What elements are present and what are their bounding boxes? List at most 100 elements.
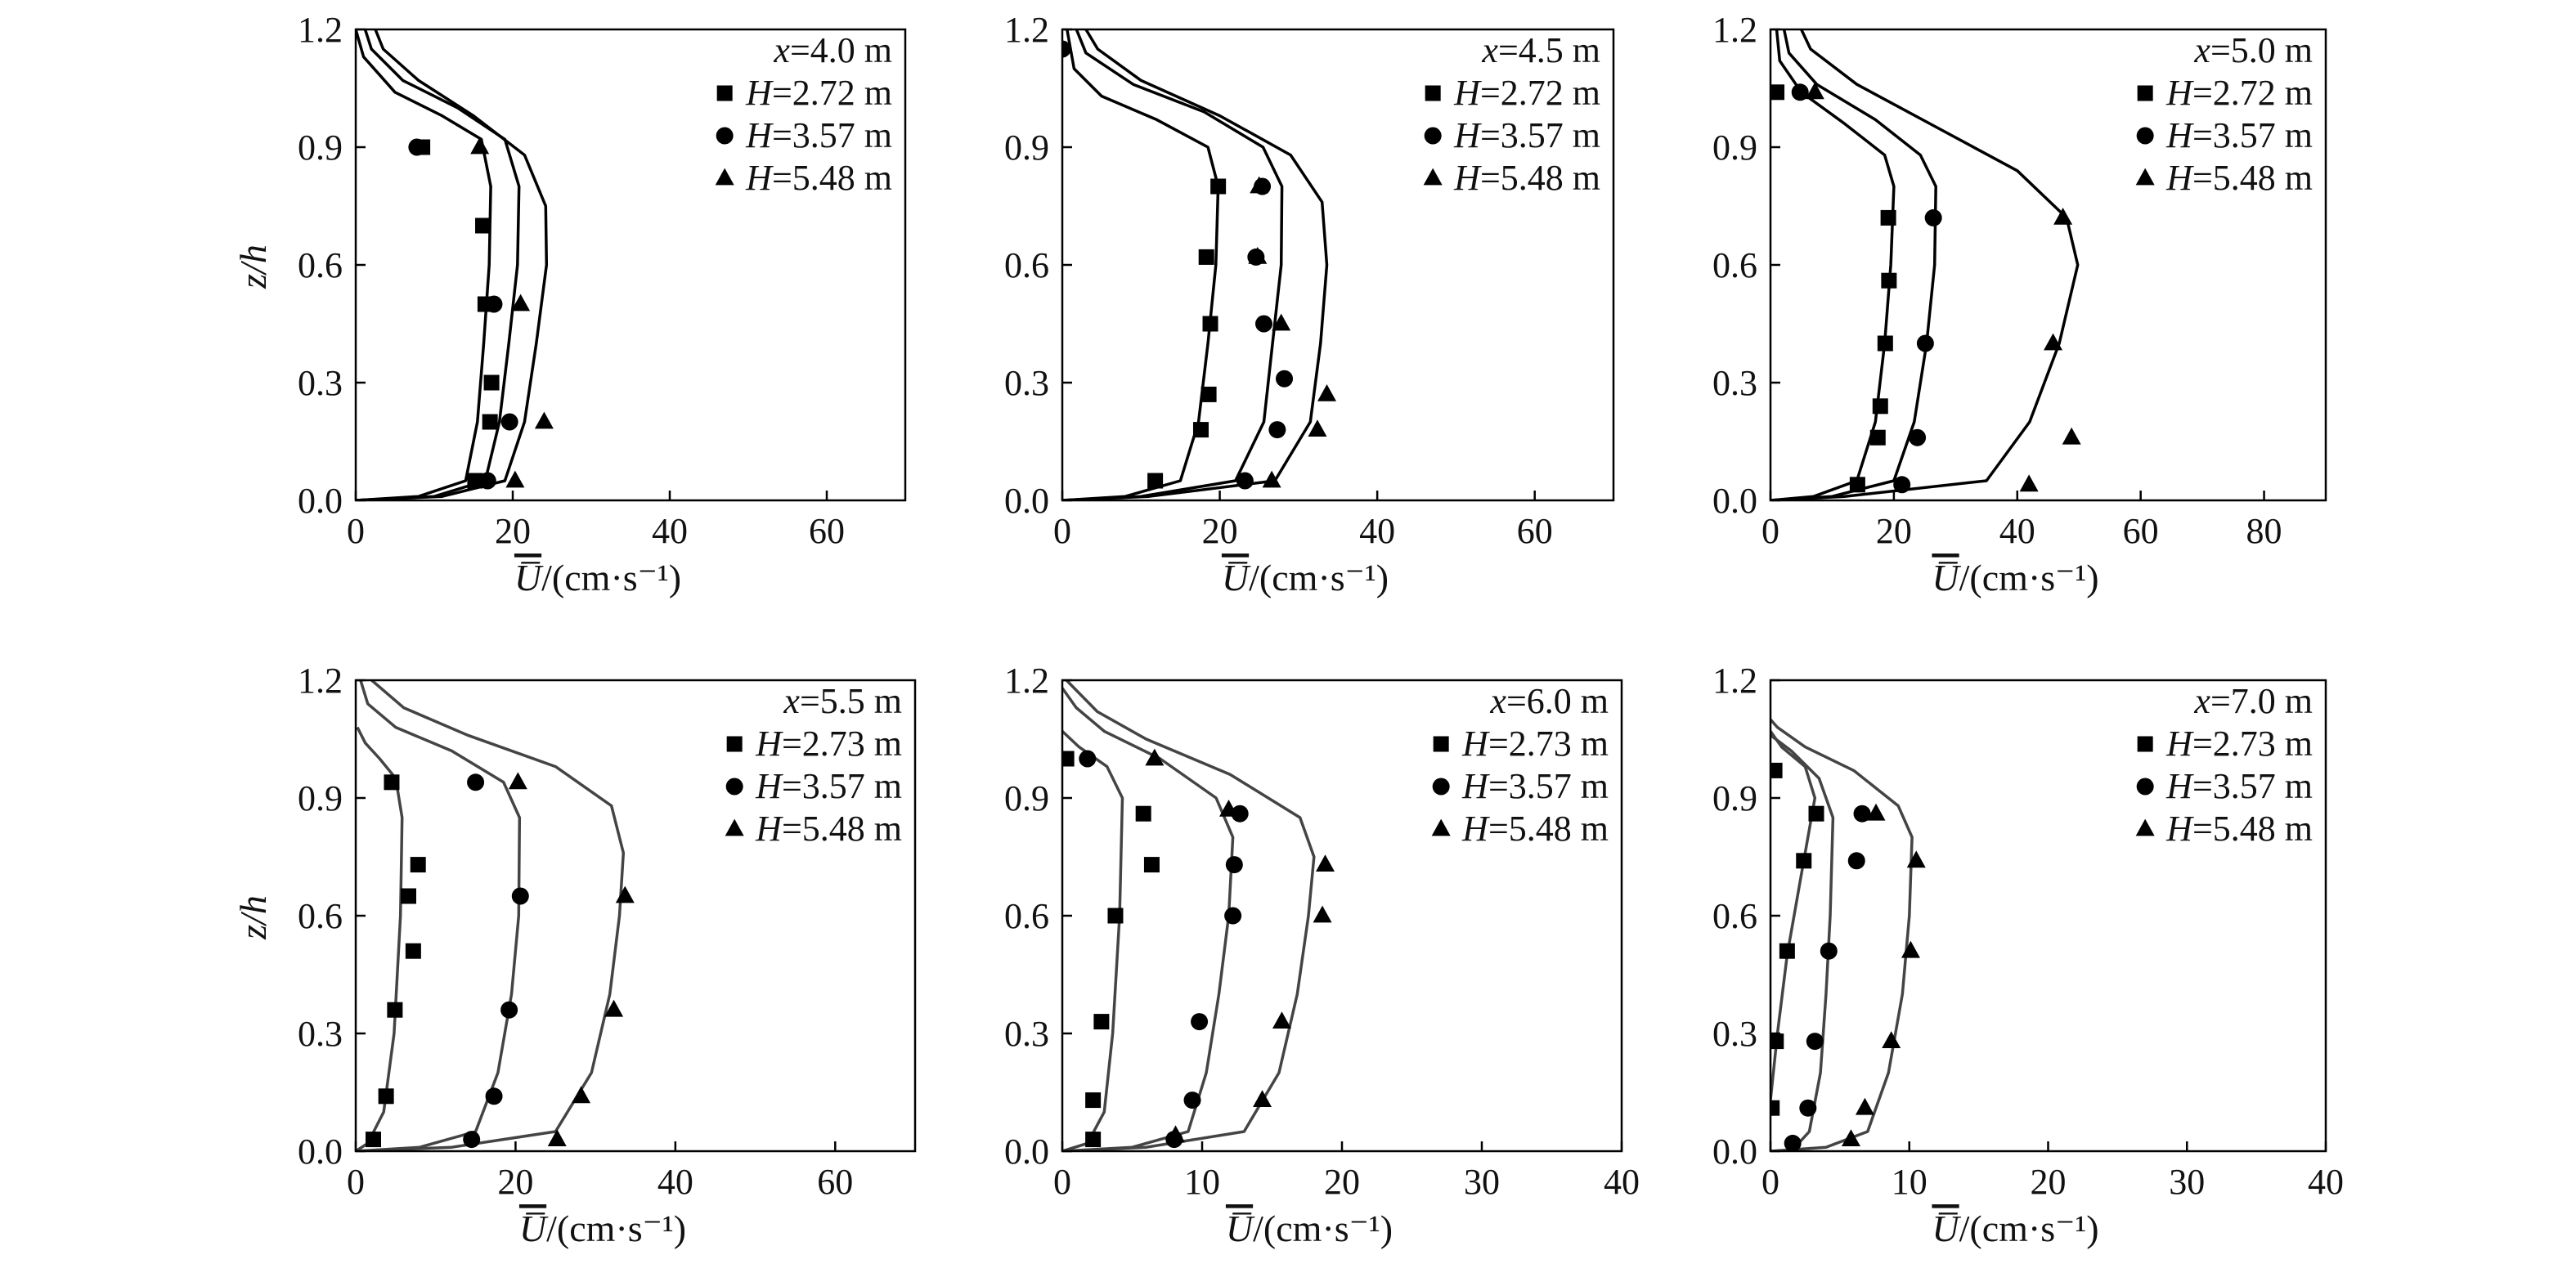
legend-label: H=5.48 m — [1461, 809, 1609, 849]
panel-title: x=4.0 m — [773, 30, 892, 70]
legend-marker-square — [726, 736, 743, 752]
data-point-triangle — [1906, 850, 1926, 868]
data-point-triangle — [1317, 384, 1337, 401]
data-point-triangle — [1313, 905, 1332, 923]
panel-4: 0 20 40 60 0.0 0.3 0.6 0.9 1.2 U̅/(cm·s⁻¹) z/h x=5.… — [232, 661, 917, 1249]
data-point-circle — [1791, 83, 1809, 101]
legend-marker-square — [1425, 85, 1441, 101]
panel-title: x=6.0 m — [1489, 681, 1609, 721]
data-point-circle — [1784, 1134, 1802, 1151]
data-point-circle — [463, 1131, 481, 1149]
data-point-circle — [1799, 1099, 1817, 1117]
legend-label: H=5.48 m — [745, 158, 892, 198]
legend: H=2.72 mH=3.57 mH=5.48 m — [1423, 73, 1600, 198]
legend-marker-triangle — [715, 168, 734, 186]
y-tick-label: 0.9 — [1004, 778, 1049, 818]
x-tick-label: 40 — [1604, 1162, 1640, 1202]
data-point-triangle — [1272, 1011, 1291, 1029]
data-point-triangle — [547, 1129, 567, 1146]
y-tick-label: 0.9 — [298, 778, 343, 818]
x-tick-label: 0 — [347, 511, 365, 551]
y-tick-label: 1.2 — [298, 661, 343, 701]
data-point-square — [405, 943, 421, 959]
data-point-square — [1796, 853, 1812, 869]
y-tick-label: 0.3 — [1004, 1014, 1049, 1054]
x-tick-label: 20 — [495, 511, 531, 551]
data-point-triangle — [470, 137, 490, 155]
data-point-triangle — [1253, 1090, 1272, 1107]
plot-area — [1062, 29, 1337, 500]
data-point-circle — [1231, 805, 1249, 823]
legend-label: H=2.72 m — [1453, 73, 1600, 113]
legend-marker-square — [716, 85, 733, 101]
y-tick-label: 1.2 — [1004, 10, 1049, 50]
data-point-circle — [1916, 334, 1934, 352]
x-tick-label: 40 — [657, 1162, 693, 1202]
panel-title: x=5.0 m — [2193, 30, 2313, 70]
data-point-square — [1085, 1132, 1102, 1148]
legend-label: H=3.57 m — [1453, 115, 1600, 155]
legend: H=2.72 mH=3.57 mH=5.48 m — [715, 73, 892, 198]
data-point-circle — [1909, 428, 1927, 446]
data-point-square — [1770, 1100, 1780, 1116]
y-tick-label: 0.6 — [1712, 896, 1757, 936]
data-point-square — [1143, 857, 1160, 873]
data-point-circle — [1079, 750, 1097, 768]
legend-label: H=5.48 m — [2165, 809, 2313, 849]
y-axis-title: z/h — [232, 244, 274, 289]
x-tick-label: 40 — [1999, 511, 2035, 551]
x-tick-label: 80 — [2246, 511, 2282, 551]
data-point-circle — [1853, 805, 1871, 823]
y-tick-label: 1.2 — [1004, 661, 1049, 701]
legend-marker-circle — [2136, 127, 2154, 145]
x-tick-label: 60 — [1517, 511, 1553, 551]
y-tick-label: 0.0 — [298, 481, 343, 521]
data-point-square — [1877, 335, 1893, 352]
legend-label: H=2.73 m — [755, 724, 902, 764]
data-point-triangle — [1855, 1097, 1874, 1115]
x-tick-label: 20 — [1876, 511, 1912, 551]
data-point-triangle — [508, 772, 527, 790]
legend-marker-triangle — [1431, 818, 1451, 836]
data-point-triangle — [1901, 940, 1920, 958]
data-point-triangle — [1250, 176, 1269, 194]
data-point-square — [1872, 398, 1888, 415]
data-point-triangle — [1248, 247, 1268, 264]
data-point-square — [384, 774, 400, 791]
model-curve-1 — [1770, 730, 1817, 1100]
x-tick-label: 0 — [1761, 511, 1779, 551]
x-axis-title: U̅/(cm·s⁻¹) — [1932, 1208, 2098, 1249]
y-tick-label: 0.0 — [1004, 481, 1049, 521]
data-point-triangle — [2053, 208, 2073, 225]
x-tick-label: 0 — [1053, 511, 1071, 551]
panel-title: x=7.0 m — [2193, 681, 2313, 721]
legend-label: H=2.73 m — [2165, 724, 2313, 764]
data-point-circle — [467, 773, 485, 791]
data-point-triangle — [511, 294, 531, 312]
x-axis-title: U̅/(cm·s⁻¹) — [514, 557, 681, 598]
data-point-square — [475, 217, 491, 234]
plot-area — [1062, 680, 1335, 1151]
data-point-square — [1200, 386, 1217, 402]
y-tick-label: 0.6 — [298, 245, 343, 285]
data-point-circle — [500, 413, 518, 431]
x-tick-label: 10 — [1892, 1162, 1928, 1202]
data-point-triangle — [1272, 313, 1291, 331]
model-curve-1 — [1062, 29, 1220, 500]
y-tick-label: 0.6 — [298, 896, 343, 936]
y-tick-label: 0.3 — [1004, 363, 1049, 403]
y-tick-label: 0.3 — [1712, 363, 1757, 403]
model-curve-3 — [1062, 29, 1329, 500]
data-point-circle — [1183, 1091, 1201, 1109]
y-tick-label: 0.3 — [298, 363, 343, 403]
data-point-square — [1147, 473, 1164, 489]
legend-marker-triangle — [2135, 818, 2155, 836]
data-point-square — [1881, 272, 1897, 289]
data-point-square — [365, 1132, 381, 1148]
data-point-circle — [1924, 208, 1942, 226]
data-point-square — [1192, 422, 1209, 438]
panel-title: x=4.5 m — [1481, 30, 1600, 70]
y-tick-label: 1.2 — [1712, 661, 1757, 701]
legend-marker-triangle — [2135, 168, 2155, 186]
